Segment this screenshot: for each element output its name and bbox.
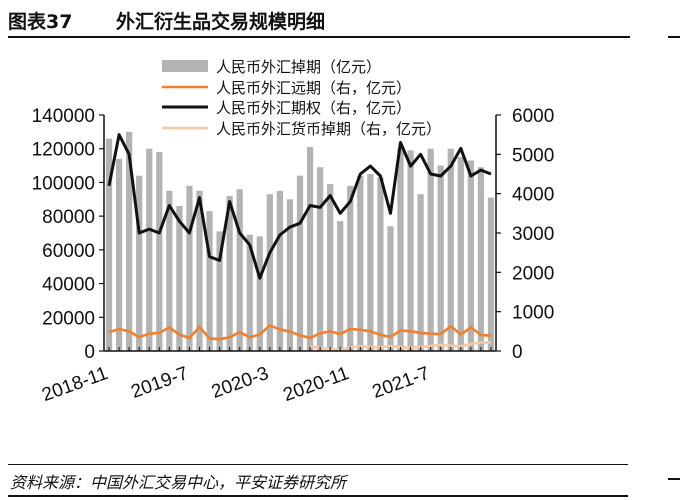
bar bbox=[337, 221, 344, 351]
legend-label: 人民币外汇期权（右，亿元） bbox=[216, 100, 411, 117]
left-tick-label: 120000 bbox=[32, 140, 95, 161]
right-tick-label: 1000 bbox=[512, 303, 554, 324]
right-tick-label: 2000 bbox=[512, 263, 554, 284]
bar bbox=[276, 190, 284, 351]
left-tick-label: 40000 bbox=[42, 275, 95, 296]
legend-swatch bbox=[162, 60, 208, 72]
bar bbox=[367, 174, 374, 351]
bar bbox=[256, 236, 263, 351]
legend: 人民币外汇掉期（亿元） 人民币外汇远期（右，亿元） 人民币外汇期权（右，亿元） 人民币… bbox=[162, 59, 441, 138]
left-tick-label: 80000 bbox=[42, 207, 95, 228]
bar bbox=[156, 152, 163, 351]
right-tick-label: 6000 bbox=[512, 106, 554, 127]
bar bbox=[126, 131, 133, 351]
bar bbox=[105, 138, 113, 351]
x-tick-label: 2020-11 bbox=[281, 363, 352, 406]
x-tick-label: 2021-7 bbox=[370, 363, 433, 403]
bar bbox=[457, 157, 464, 351]
bar bbox=[447, 148, 454, 351]
bar bbox=[266, 194, 273, 351]
bar bbox=[487, 197, 495, 351]
left-tick-label: 100000 bbox=[32, 173, 95, 194]
bar bbox=[166, 190, 173, 351]
bar bbox=[115, 158, 123, 351]
left-tick-label: 60000 bbox=[42, 241, 95, 262]
bar bbox=[186, 185, 193, 351]
source-text: 资料来源：中国外汇交易中心，平安证券研究所 bbox=[10, 473, 347, 492]
bar bbox=[176, 206, 183, 351]
bar bbox=[417, 194, 424, 351]
series-line bbox=[108, 324, 492, 341]
right-edge-mark-top bbox=[668, 36, 680, 38]
series-line bbox=[107, 133, 492, 280]
bar bbox=[467, 160, 474, 351]
left-tick-label: 140000 bbox=[32, 106, 95, 127]
bar bbox=[136, 175, 143, 351]
left-tick-label: 20000 bbox=[42, 308, 95, 329]
right-edge-mark-bottom bbox=[668, 478, 680, 480]
left-tick-label: 0 bbox=[84, 342, 95, 363]
right-tick-label: 4000 bbox=[512, 185, 554, 206]
figure-header: 图表37 外汇衍生品交易规模明细 bbox=[8, 2, 630, 38]
bar bbox=[206, 211, 213, 351]
bar bbox=[327, 184, 334, 351]
legend-label: 人民币外汇货币掉期（右，亿元） bbox=[216, 121, 441, 138]
bar bbox=[296, 175, 304, 351]
bar bbox=[357, 175, 364, 351]
bar bbox=[216, 231, 223, 351]
figure-number: 图表37 bbox=[8, 11, 73, 33]
bar bbox=[246, 234, 253, 351]
bar bbox=[226, 195, 233, 351]
figure-title: 外汇衍生品交易规模明细 bbox=[116, 11, 326, 33]
axes-layer: 0 20000 40000 60000 80000 100000 120000 140000 0… bbox=[32, 106, 555, 406]
x-tick-label: 2019-7 bbox=[128, 363, 191, 403]
bar bbox=[387, 226, 394, 351]
bar bbox=[437, 165, 444, 351]
source-footer: 资料来源：中国外汇交易中心，平安证券研究所 bbox=[8, 464, 628, 497]
bar bbox=[196, 190, 203, 351]
bar bbox=[286, 199, 294, 351]
bar bbox=[236, 189, 243, 351]
bar bbox=[306, 147, 314, 351]
legend-label: 人民币外汇掉期（亿元） bbox=[216, 59, 381, 76]
bar bbox=[427, 148, 434, 351]
right-tick-label: 5000 bbox=[512, 145, 554, 166]
bar bbox=[347, 185, 354, 351]
bar bbox=[477, 167, 485, 351]
bar bbox=[397, 148, 404, 351]
right-tick-label: 3000 bbox=[512, 224, 554, 245]
x-tick-label: 2020-3 bbox=[209, 363, 272, 403]
bar bbox=[316, 167, 324, 351]
legend-label: 人民币外汇远期（右，亿元） bbox=[216, 80, 411, 97]
right-tick-label: 0 bbox=[512, 342, 523, 363]
x-tick-label: 2018-11 bbox=[39, 363, 110, 406]
bar-series-layer bbox=[105, 131, 495, 351]
bar bbox=[407, 150, 414, 351]
bar bbox=[146, 148, 153, 351]
bar bbox=[377, 177, 384, 351]
